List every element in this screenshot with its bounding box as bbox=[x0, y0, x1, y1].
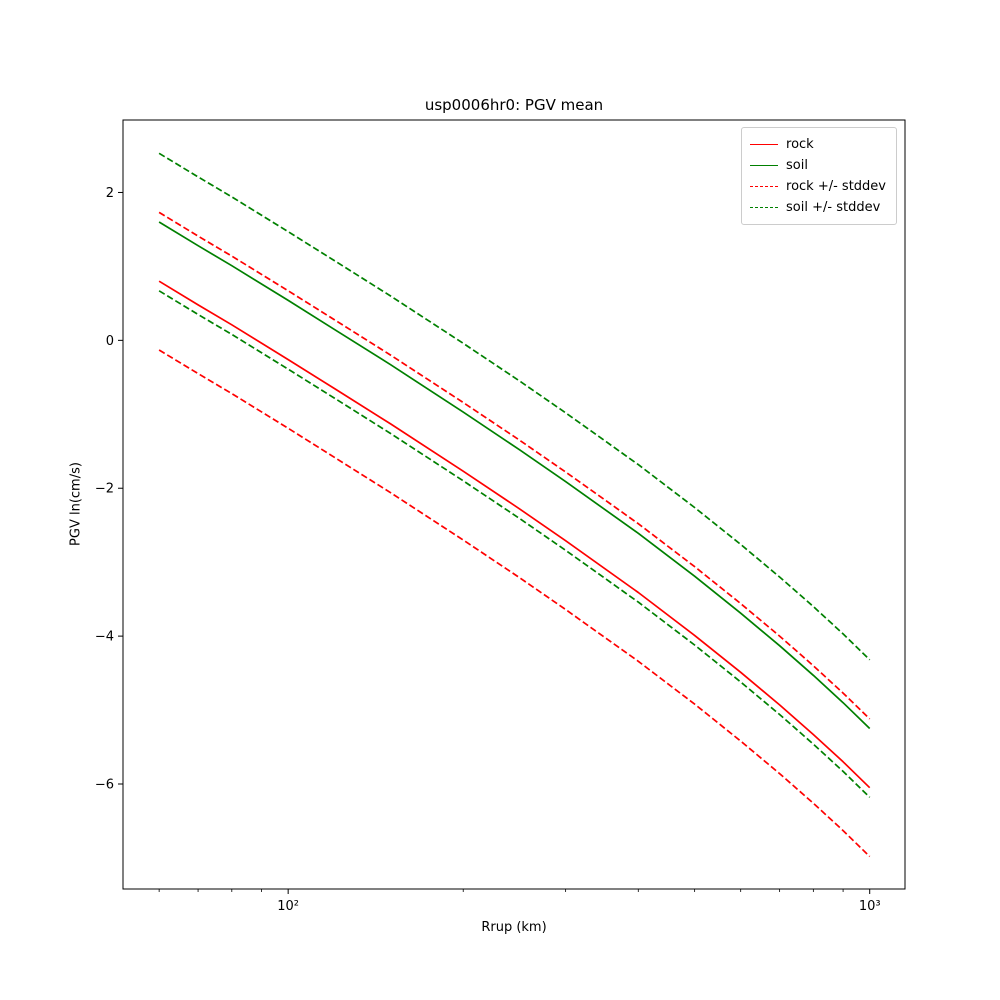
series-line-soil-stddev bbox=[158, 290, 871, 798]
legend-label: soil +/- stddev bbox=[786, 200, 881, 215]
y-tick-label: −6 bbox=[95, 778, 114, 793]
soil-stddev-line-swatch bbox=[750, 207, 779, 208]
series-line-rock-stddev bbox=[158, 349, 871, 858]
legend: rock soil rock +/- stddev soil +/- stdde… bbox=[741, 127, 897, 225]
x-tick-label: 10³ bbox=[859, 899, 881, 914]
rock-line-swatch bbox=[750, 144, 779, 145]
series-line-soil-stddev bbox=[158, 152, 871, 661]
series-line-rock-stddev bbox=[158, 211, 871, 720]
x-axis-label: Rrup (km) bbox=[481, 920, 547, 935]
y-axis-label: PGV ln(cm/s) bbox=[68, 462, 84, 546]
legend-label: rock bbox=[786, 137, 814, 152]
y-tick-label: −4 bbox=[95, 630, 114, 645]
series-line-rock bbox=[158, 280, 871, 789]
axes-frame bbox=[122, 119, 906, 890]
y-tick-label: 0 bbox=[106, 334, 114, 349]
legend-entry-soil: soil bbox=[750, 155, 886, 176]
y-tick-label: 2 bbox=[106, 186, 114, 201]
y-tick-label: −2 bbox=[95, 482, 114, 497]
legend-entry-rock-stddev: rock +/- stddev bbox=[750, 176, 886, 197]
rock-stddev-line-swatch bbox=[750, 186, 779, 187]
chart-title: usp0006hr0: PGV mean bbox=[424, 96, 604, 114]
legend-entry-soil-stddev: soil +/- stddev bbox=[750, 197, 886, 218]
series-line-soil bbox=[158, 221, 871, 730]
soil-line-swatch bbox=[750, 165, 779, 166]
legend-entry-rock: rock bbox=[750, 134, 886, 155]
legend-label: rock +/- stddev bbox=[786, 179, 886, 194]
legend-label: soil bbox=[786, 158, 808, 173]
x-tick-label: 10² bbox=[277, 899, 299, 914]
